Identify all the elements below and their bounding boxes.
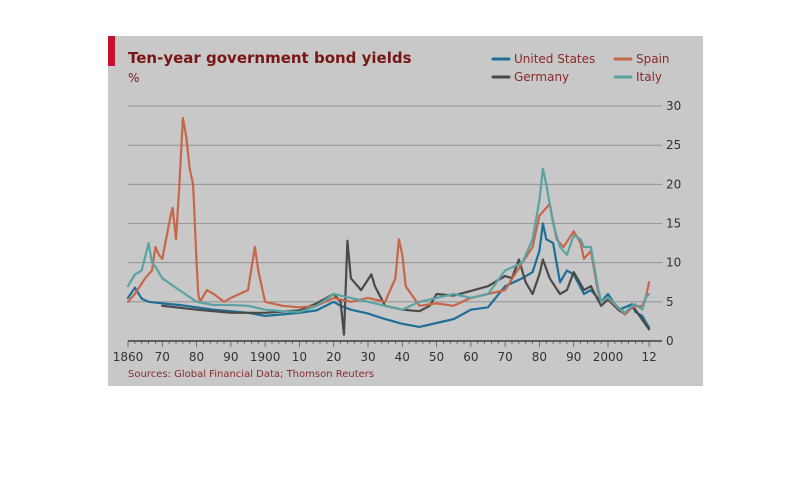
legend-label-germany: Germany bbox=[514, 70, 569, 84]
x-tick-label-70: 70 bbox=[155, 350, 170, 364]
source-note: Sources: Global Financial Data; Thomson … bbox=[128, 369, 374, 380]
series-lines bbox=[126, 116, 651, 336]
x-tick-label-40: 40 bbox=[395, 350, 410, 364]
y-tick-label-20: 20 bbox=[666, 177, 681, 191]
y-tick-label-5: 5 bbox=[666, 295, 674, 309]
y-tick-label-10: 10 bbox=[666, 256, 681, 270]
legend-label-spain: Spain bbox=[636, 52, 670, 66]
bond-yield-chart: Ten-year government bond yields % 0 5 10 15… bbox=[108, 36, 681, 380]
x-tick-label-80: 80 bbox=[189, 350, 204, 364]
x-tick-label-1860: 1860 bbox=[113, 350, 144, 364]
x-tick-label-10: 10 bbox=[292, 350, 307, 364]
x-tick-label-70: 70 bbox=[498, 350, 513, 364]
series-line-spain bbox=[126, 116, 651, 316]
y-axis-ticks: 0 5 10 15 20 25 30 bbox=[666, 99, 681, 348]
y-tick-label-15: 15 bbox=[666, 217, 681, 231]
y-tick-label-25: 25 bbox=[666, 138, 681, 152]
legend-label-united-states: United States bbox=[514, 52, 595, 66]
x-tick-label-2000: 2000 bbox=[593, 350, 624, 364]
legend-label-italy: Italy bbox=[636, 70, 662, 84]
series-line-italy bbox=[126, 167, 651, 314]
series-line-united-states bbox=[126, 222, 651, 329]
x-tick-label-20: 20 bbox=[326, 350, 341, 364]
brand-accent-bar bbox=[108, 36, 115, 66]
x-tick-label-80: 80 bbox=[532, 350, 547, 364]
legend: United States Spain Germany Italy bbox=[491, 52, 670, 84]
chart-title: Ten-year government bond yields bbox=[128, 49, 412, 67]
gridlines bbox=[128, 105, 662, 342]
x-tick-label-1900: 1900 bbox=[250, 350, 281, 364]
x-tick-label-60: 60 bbox=[463, 350, 478, 364]
x-tick-label-12: 12 bbox=[642, 350, 657, 364]
x-tick-label-30: 30 bbox=[360, 350, 375, 364]
y-unit-label: % bbox=[128, 71, 139, 85]
x-axis: 1860 70 80 90 1900 10 20 30 40 50 60 70 80 90 2000 12 bbox=[113, 341, 657, 364]
y-tick-label-0: 0 bbox=[666, 334, 674, 348]
series-line-germany bbox=[161, 239, 651, 336]
x-tick-label-90: 90 bbox=[566, 350, 581, 364]
x-tick-label-90: 90 bbox=[223, 350, 238, 364]
y-tick-label-30: 30 bbox=[666, 99, 681, 113]
chart-panel: Ten-year government bond yields % 0 5 10 15… bbox=[108, 36, 703, 386]
x-tick-label-50: 50 bbox=[429, 350, 444, 364]
